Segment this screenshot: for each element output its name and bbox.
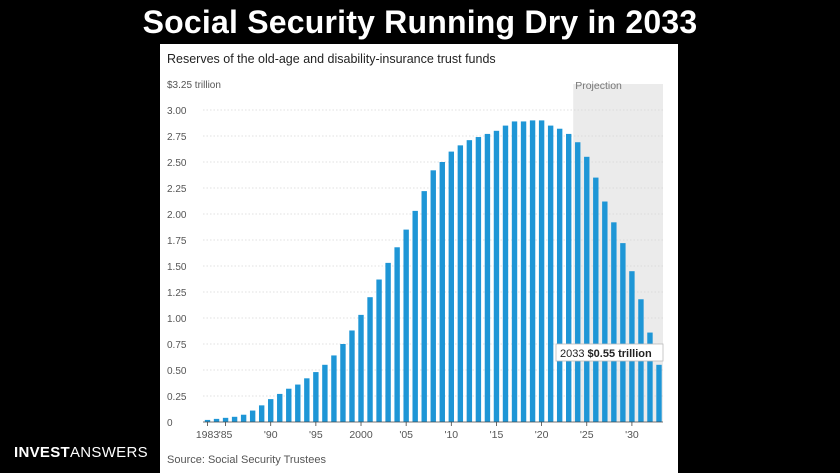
slide-title: Social Security Running Dry in 2033 xyxy=(142,4,698,40)
bar-1992 xyxy=(286,388,292,422)
y-tick-label: 1.75 xyxy=(167,236,187,247)
bar-2032 xyxy=(647,332,653,422)
bar-2006 xyxy=(412,210,418,422)
x-tick-label: '15 xyxy=(490,429,504,441)
x-tick-label: '90 xyxy=(264,429,278,441)
chart-card: Reserves of the old-age and disability-i… xyxy=(160,44,678,473)
y-tick-label: 1.25 xyxy=(167,288,187,299)
bar-1986 xyxy=(231,416,238,422)
bar-2024 xyxy=(575,142,581,422)
bar-2025 xyxy=(584,156,590,423)
y-tick-label: 0 xyxy=(167,418,173,429)
bar-2003 xyxy=(385,262,391,422)
bar-1987 xyxy=(240,414,247,422)
x-tick-label: '95 xyxy=(309,429,323,441)
bar-1999 xyxy=(349,330,355,422)
bar-1993 xyxy=(295,384,301,422)
chart-source: Source: Social Security Trustees xyxy=(167,454,326,466)
bar-2017 xyxy=(511,121,518,422)
projection-label: Projection xyxy=(575,80,622,92)
bar-2004 xyxy=(394,247,400,422)
callout-box xyxy=(555,343,664,362)
y-tick-label: $3.25 trillion xyxy=(167,80,221,91)
y-tick-label: 2.50 xyxy=(167,158,187,169)
bar-1989 xyxy=(258,405,265,422)
bar-2000 xyxy=(358,314,364,422)
bar-1985 xyxy=(222,417,229,422)
bar-2026 xyxy=(593,177,599,422)
bar-2002 xyxy=(376,279,382,422)
bar-2007 xyxy=(421,191,427,422)
bar-2029 xyxy=(620,243,626,422)
bar-1988 xyxy=(249,410,256,422)
bar-1990 xyxy=(268,399,274,422)
bar-2022 xyxy=(556,128,563,422)
bar-2027 xyxy=(602,201,608,422)
bar-2013 xyxy=(475,137,482,422)
bar-2028 xyxy=(611,222,617,422)
y-tick-label: 1.00 xyxy=(167,314,187,325)
y-tick-label: 2.75 xyxy=(167,132,187,143)
bar-2015 xyxy=(493,130,500,423)
investanswers-logo: INVESTANSWERS xyxy=(14,444,148,461)
bar-2012 xyxy=(466,140,473,422)
bar-2016 xyxy=(502,125,509,422)
y-tick-label: 0.50 xyxy=(167,366,187,377)
callout-year: 2033 xyxy=(560,348,588,360)
bar-2008 xyxy=(430,170,436,422)
bar-2019 xyxy=(529,120,536,423)
bar-2023 xyxy=(566,133,572,423)
bar-2033 xyxy=(656,364,662,422)
y-tick-label: 3.00 xyxy=(167,106,187,117)
bar-1994 xyxy=(304,378,310,422)
bar-2001 xyxy=(367,297,373,422)
reserves-bar-chart: Projection $3.25 trillion 3.00 2.75 2.50 2.25… xyxy=(167,80,664,441)
y-tick-label: 0.25 xyxy=(167,392,187,403)
bar-1995 xyxy=(313,372,319,422)
chart-title: Reserves of the old-age and disability-i… xyxy=(167,52,496,66)
x-tick-label: 1983 xyxy=(196,429,220,441)
bar-2010 xyxy=(448,151,455,422)
bar-2014 xyxy=(484,133,491,423)
bar-1983 xyxy=(204,419,211,422)
bar-2018 xyxy=(520,121,527,422)
bar-2011 xyxy=(457,145,464,423)
bar-2009 xyxy=(439,162,445,422)
y-tick-label: 2.25 xyxy=(167,184,187,195)
x-tick-label: '30 xyxy=(625,429,639,441)
bar-2020 xyxy=(538,120,545,423)
y-tick-label: 1.50 xyxy=(167,262,187,273)
y-tick-label: 0.75 xyxy=(167,340,187,351)
x-tick-label: '10 xyxy=(444,429,458,441)
bar-1996 xyxy=(322,364,328,422)
x-tick-label: '20 xyxy=(535,429,549,441)
bar-2021 xyxy=(547,125,554,422)
bar-1991 xyxy=(277,393,283,422)
logo-invest: INVEST xyxy=(14,444,70,461)
x-tick-label: '25 xyxy=(580,429,594,441)
bar-2005 xyxy=(403,229,409,422)
callout-text: 2033 $0.55 trillion xyxy=(560,348,652,360)
callout-value: $0.55 trillion xyxy=(588,348,652,360)
bar-1997 xyxy=(331,355,337,422)
y-tick-label: 2.00 xyxy=(167,210,187,221)
bar-1984 xyxy=(213,418,220,422)
logo-answers: ANSWERS xyxy=(69,444,148,461)
x-tick-label: '85 xyxy=(219,429,233,441)
bar-1998 xyxy=(340,344,346,422)
x-tick-label: '05 xyxy=(399,429,413,441)
x-tick-label: 2000 xyxy=(349,429,373,441)
